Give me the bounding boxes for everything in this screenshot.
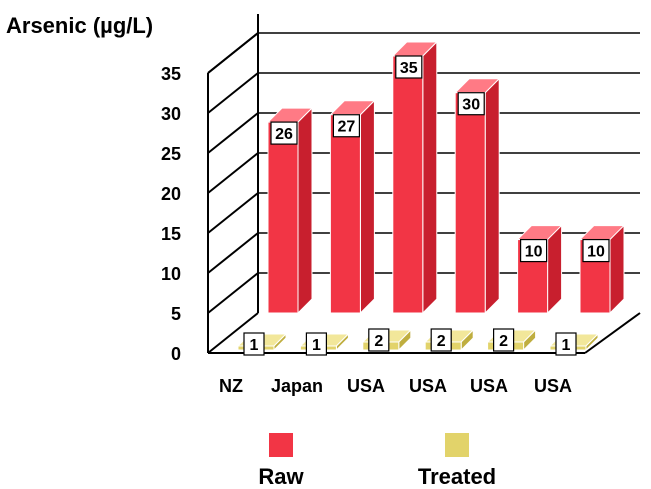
y-axis-label: Arsenic (µg/L) bbox=[6, 13, 153, 38]
y-tick-label: 30 bbox=[161, 104, 181, 124]
data-label: 2 bbox=[374, 333, 383, 350]
x-tick-label: NZ bbox=[219, 376, 243, 396]
data-label-box bbox=[430, 328, 452, 352]
y-tick-label: 15 bbox=[161, 224, 181, 244]
data-label-box bbox=[493, 328, 515, 352]
raw-bar-side bbox=[484, 77, 500, 315]
gridline-depth bbox=[207, 32, 259, 74]
data-label-box bbox=[519, 238, 548, 263]
data-label: 2 bbox=[437, 333, 446, 350]
data-label-box bbox=[243, 332, 265, 356]
gridline-depth bbox=[207, 272, 259, 314]
data-label: 26 bbox=[275, 126, 293, 143]
floor-left-line bbox=[207, 312, 259, 354]
gridline-depth bbox=[207, 232, 259, 274]
legend-swatch-raw bbox=[269, 433, 293, 457]
raw-bar bbox=[267, 121, 299, 314]
raw-bar bbox=[329, 114, 361, 314]
raw-bar-side bbox=[609, 224, 625, 315]
raw-bar-side bbox=[422, 40, 438, 315]
y-tick-label: 25 bbox=[161, 144, 181, 164]
gridline-depth bbox=[207, 72, 259, 114]
data-label: 30 bbox=[462, 97, 480, 114]
data-label: 1 bbox=[562, 337, 571, 354]
data-label-box bbox=[457, 92, 485, 116]
data-label: 1 bbox=[250, 337, 259, 354]
data-label-box bbox=[305, 332, 327, 356]
floor-right-line bbox=[584, 312, 641, 354]
chart-bars: 26 27 35 30 10 10 1 1 2 2 2 1 bbox=[236, 40, 626, 356]
x-tick-label: USA bbox=[409, 376, 447, 396]
y-tick-label: 10 bbox=[161, 264, 181, 284]
data-label: 2 bbox=[499, 333, 508, 350]
raw-bar-side bbox=[547, 224, 563, 315]
y-tick-label: 35 bbox=[161, 64, 181, 84]
data-label-box bbox=[368, 328, 390, 352]
data-label-box bbox=[582, 238, 610, 263]
raw-bar-side bbox=[297, 106, 313, 315]
gridline-depth bbox=[207, 192, 259, 234]
legend-label-treated: Treated bbox=[418, 464, 496, 489]
chart-grid bbox=[207, 32, 640, 314]
data-label-box bbox=[332, 114, 360, 138]
y-tick-labels: 0 5 10 15 20 25 30 35 bbox=[161, 64, 181, 364]
x-tick-label: USA bbox=[534, 376, 572, 396]
x-tick-labels: NZ Japan USA USA USA USA bbox=[219, 376, 572, 396]
data-label: 35 bbox=[400, 60, 418, 77]
y-tick-label: 0 bbox=[171, 344, 181, 364]
y-tick-label: 5 bbox=[171, 304, 181, 324]
data-label: 10 bbox=[525, 244, 543, 261]
data-label-box bbox=[555, 332, 577, 356]
x-tick-label: USA bbox=[470, 376, 508, 396]
legend-label-raw: Raw bbox=[258, 464, 304, 489]
data-label: 10 bbox=[587, 244, 605, 261]
data-label-box bbox=[270, 121, 298, 145]
raw-bar bbox=[454, 92, 486, 314]
data-label: 1 bbox=[312, 337, 321, 354]
data-label-box bbox=[395, 55, 423, 79]
x-tick-label: Japan bbox=[271, 376, 323, 396]
legend-swatch-treated bbox=[445, 433, 469, 457]
x-tick-label: USA bbox=[347, 376, 385, 396]
raw-bar-side bbox=[359, 99, 375, 315]
gridline-depth bbox=[207, 112, 259, 154]
gridline-depth bbox=[207, 152, 259, 194]
y-tick-label: 20 bbox=[161, 184, 181, 204]
chart-axes bbox=[207, 14, 641, 354]
raw-bar bbox=[392, 55, 424, 314]
data-label: 27 bbox=[338, 119, 356, 136]
legend: Raw Treated bbox=[258, 433, 496, 489]
